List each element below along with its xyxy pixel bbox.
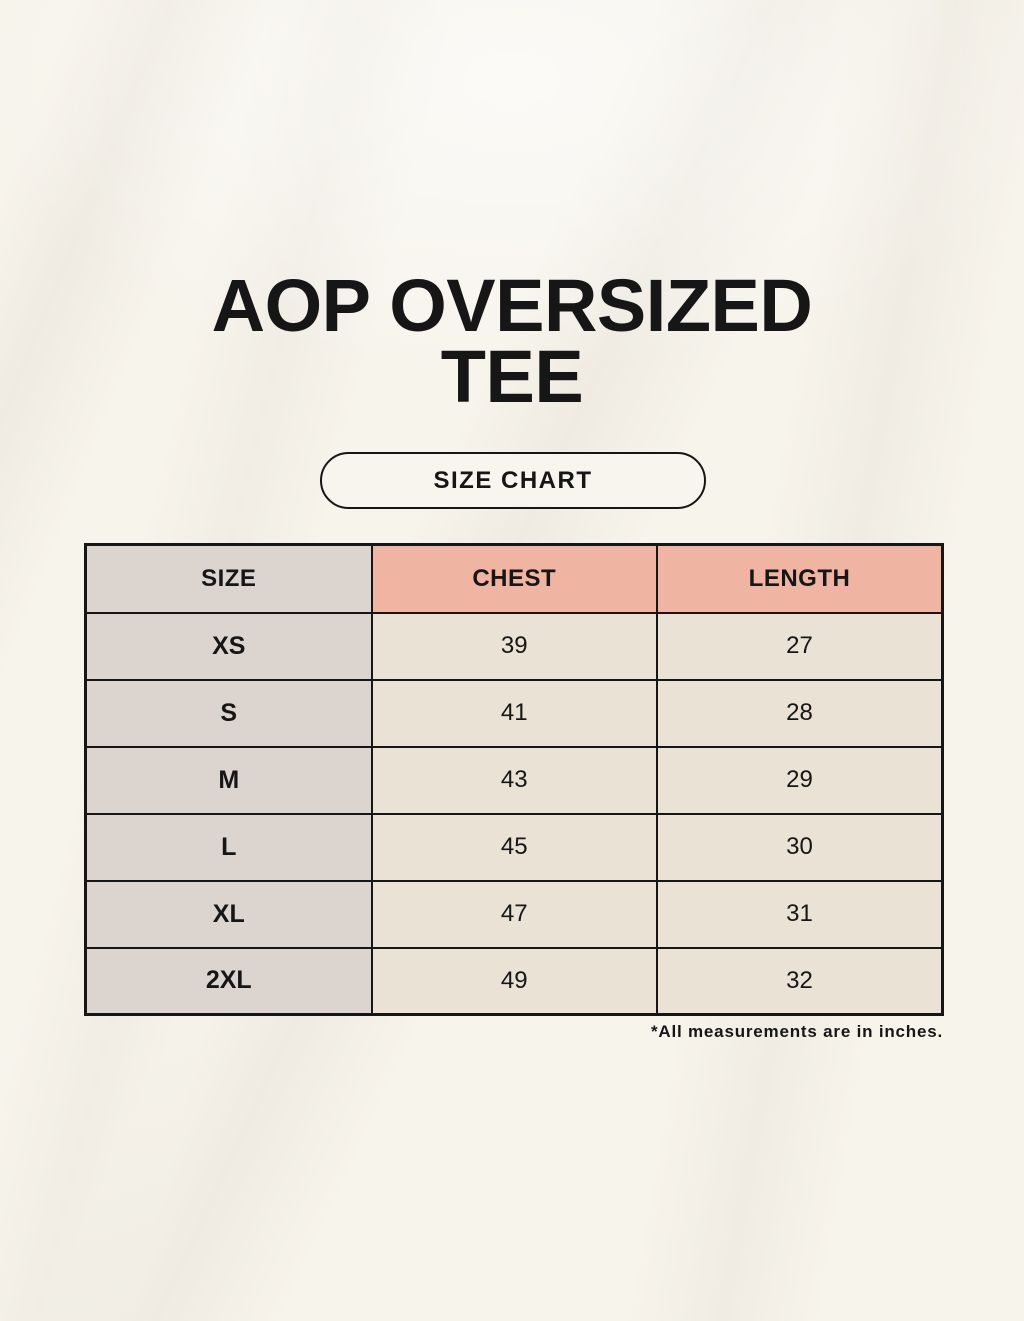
measurements-footnote: *All measurements are in inches. <box>650 1022 943 1041</box>
table-row-s: S 41 28 <box>84 678 944 748</box>
length-cell: 30 <box>656 812 944 882</box>
length-cell: 29 <box>656 745 944 815</box>
size-cell: L <box>84 812 373 882</box>
size-cell: M <box>84 745 373 815</box>
column-header-chest: CHEST <box>370 543 658 614</box>
size-cell: XS <box>84 611 373 681</box>
chest-cell: 43 <box>370 745 658 815</box>
column-header-length: LENGTH <box>656 543 944 614</box>
product-title-line1: AOP OVERSIZED <box>211 264 813 347</box>
chest-cell: 45 <box>370 812 658 882</box>
chest-cell: 47 <box>370 879 658 949</box>
table-row-m: M 43 29 <box>84 745 944 815</box>
size-chart-badge-label: SIZE CHART <box>433 466 593 494</box>
product-title-line2: TEE <box>440 335 584 418</box>
size-table: SIZE CHEST LENGTH XS 39 27 S 41 28 M 43 … <box>84 543 944 1016</box>
size-table-body: XS 39 27 S 41 28 M 43 29 L 45 30 XL 47 <box>84 611 944 1016</box>
length-cell: 31 <box>656 879 944 949</box>
table-row-2xl: 2XL 49 32 <box>84 946 944 1016</box>
size-chart-badge: SIZE CHART <box>320 452 706 509</box>
column-header-size: SIZE <box>84 543 373 614</box>
table-row-xl: XL 47 31 <box>84 879 944 949</box>
size-table-head: SIZE CHEST LENGTH <box>84 543 944 614</box>
chest-cell: 49 <box>370 946 658 1016</box>
chest-cell: 39 <box>370 611 658 681</box>
length-cell: 32 <box>656 946 944 1016</box>
chest-cell: 41 <box>370 678 658 748</box>
table-row-xs: XS 39 27 <box>84 611 944 681</box>
size-cell: S <box>84 678 373 748</box>
size-cell: 2XL <box>84 946 373 1016</box>
length-cell: 27 <box>656 611 944 681</box>
table-row-l: L 45 30 <box>84 812 944 882</box>
length-cell: 28 <box>656 678 944 748</box>
size-cell: XL <box>84 879 373 949</box>
product-title: AOP OVERSIZED TEE <box>0 264 1024 418</box>
table-header-row: SIZE CHEST LENGTH <box>84 543 944 614</box>
